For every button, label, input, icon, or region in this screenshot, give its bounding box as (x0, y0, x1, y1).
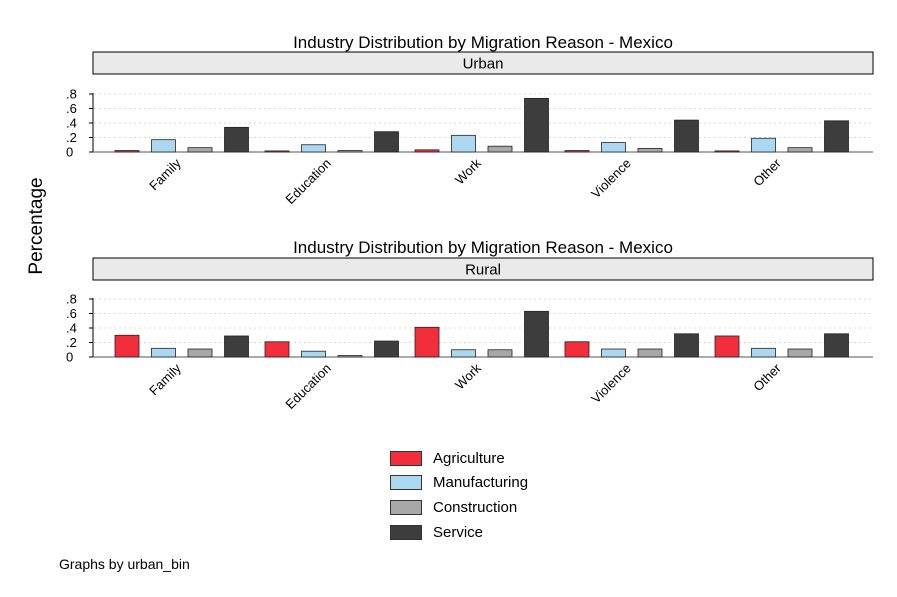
bar-agriculture-education (264, 150, 290, 153)
bar-agriculture-violence (564, 150, 590, 153)
y-tick-label: .4 (66, 116, 77, 131)
bar-construction-work (487, 145, 513, 153)
x-tick-label: Work (452, 155, 484, 187)
bar-construction-family (187, 348, 213, 358)
x-tick-label: Violence (588, 361, 634, 407)
bar-construction-education (337, 355, 363, 358)
x-tick-label: Other (750, 155, 784, 189)
y-tick-label: .4 (66, 321, 77, 336)
bar-service-violence (674, 119, 699, 153)
y-tick-label: 0 (66, 145, 73, 160)
legend-label: Agriculture (433, 449, 505, 467)
x-tick-label: Violence (588, 156, 634, 202)
bar-agriculture-work (414, 326, 440, 358)
bar-service-violence (674, 333, 699, 358)
y-tick-label: .8 (66, 87, 77, 102)
legend: Agriculture Manufacturing Construction S… (390, 446, 528, 544)
y-tick-label: 0 (66, 350, 73, 365)
legend-label: Service (433, 523, 484, 541)
bar-service-education (374, 131, 399, 153)
bar-construction-other (787, 147, 813, 153)
bar-manufacturing-education (301, 350, 326, 358)
bar-construction-violence (637, 348, 663, 358)
bar-manufacturing-family (151, 347, 176, 358)
panel-title: Industry Distribution by Migration Reaso… (293, 33, 673, 52)
x-tick-label: Work (452, 360, 484, 392)
bar-manufacturing-violence (601, 142, 626, 153)
bar-service-family (224, 335, 249, 358)
legend-label: Manufacturing (433, 474, 529, 492)
panel-strip-label: Urban (463, 56, 504, 73)
chart-panels: Industry Distribution by Migration Reaso… (66, 33, 874, 412)
panel-strip-label: Rural (465, 262, 501, 279)
bar-construction-other (787, 348, 813, 358)
y-tick-label: .6 (66, 101, 77, 116)
bar-manufacturing-family (151, 139, 176, 153)
bar-manufacturing-other (751, 347, 776, 358)
bar-manufacturing-other (751, 137, 776, 153)
y-tick-label: .2 (66, 130, 77, 145)
bar-agriculture-work (414, 149, 440, 153)
x-tick-label: Family (146, 360, 184, 398)
legend-item-service: Service (390, 520, 528, 545)
bar-agriculture-other (714, 335, 740, 358)
bar-service-family (224, 126, 249, 153)
y-tick-label: .8 (66, 292, 77, 307)
panel-1: Industry Distribution by Migration Reaso… (66, 238, 874, 412)
bar-manufacturing-education (301, 144, 326, 153)
panel-strip (92, 257, 874, 281)
legend-swatch-agriculture (390, 450, 422, 466)
bar-construction-education (337, 150, 363, 153)
y-tick-label: .6 (66, 306, 77, 321)
x-tick-label: Other (750, 360, 784, 394)
bar-agriculture-other (714, 150, 740, 153)
panel-0: Industry Distribution by Migration Reaso… (66, 33, 874, 207)
panel-title: Industry Distribution by Migration Reaso… (293, 238, 673, 257)
legend-item-construction: Construction (390, 495, 528, 520)
legend-item-manufacturing: Manufacturing (390, 471, 528, 496)
bar-service-other (824, 333, 849, 358)
x-tick-label: Education (282, 156, 333, 207)
bar-agriculture-education (264, 341, 290, 358)
bar-manufacturing-work (451, 134, 476, 153)
bar-service-education (374, 340, 399, 358)
graph-note: Graphs by urban_bin (59, 556, 190, 572)
x-tick-label: Family (146, 155, 184, 193)
panel-strip (92, 51, 874, 75)
bar-construction-work (487, 349, 513, 358)
x-tick-label: Education (282, 361, 333, 412)
y-tick-label: .2 (66, 335, 77, 350)
bar-service-work (524, 310, 549, 358)
bar-service-other (824, 120, 849, 153)
bar-construction-family (187, 147, 213, 153)
legend-swatch-manufacturing (390, 475, 422, 491)
bar-agriculture-family (114, 150, 140, 153)
legend-item-agriculture: Agriculture (390, 446, 528, 471)
bar-manufacturing-work (451, 349, 476, 358)
bar-construction-violence (637, 147, 663, 153)
bar-service-work (524, 97, 549, 153)
legend-label: Construction (433, 498, 518, 516)
bar-agriculture-violence (564, 341, 590, 358)
y-axis-label: Percentage (26, 177, 47, 274)
legend-swatch-construction (390, 499, 422, 515)
legend-swatch-service (390, 524, 422, 540)
bar-manufacturing-violence (601, 348, 626, 358)
bar-agriculture-family (114, 334, 140, 358)
